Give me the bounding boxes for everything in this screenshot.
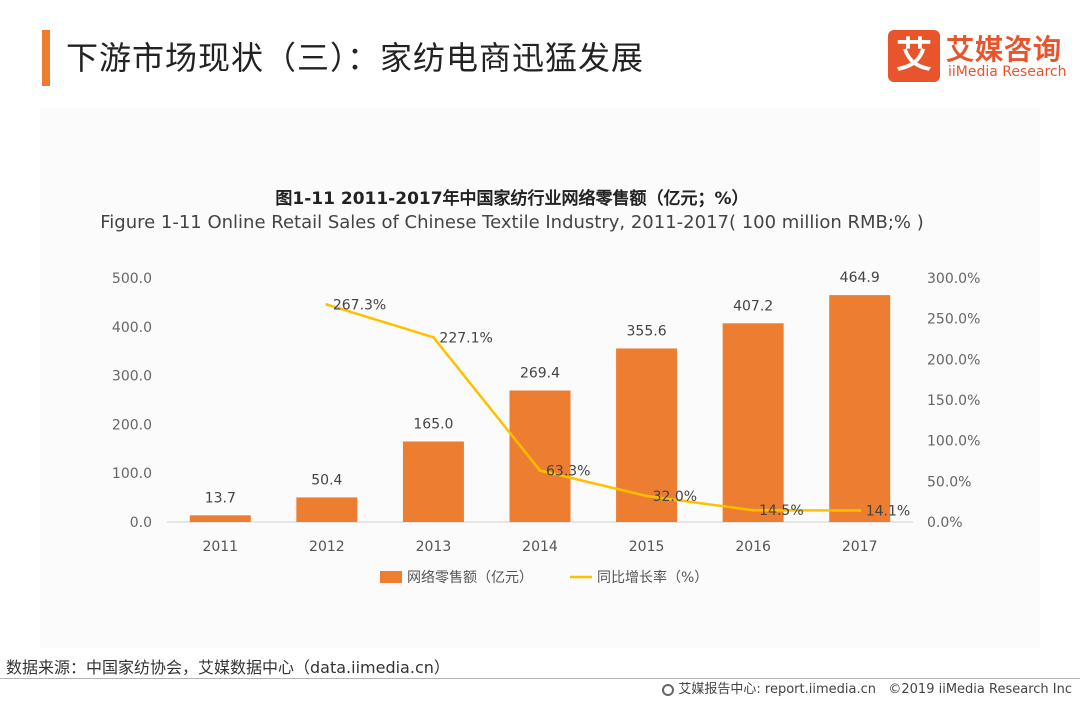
growth-value-label: 227.1% bbox=[439, 330, 492, 346]
title-accent-bar bbox=[42, 30, 50, 86]
x-tick-label: 2015 bbox=[629, 539, 665, 555]
y-right-tick-label: 150.0% bbox=[927, 393, 980, 409]
growth-point bbox=[325, 303, 329, 307]
growth-point bbox=[751, 508, 755, 512]
y-right-tick-label: 0.0% bbox=[927, 515, 963, 531]
y-left-tick-label: 100.0 bbox=[112, 466, 152, 482]
x-tick-label: 2011 bbox=[202, 539, 238, 555]
x-tick-label: 2013 bbox=[416, 539, 452, 555]
growth-point bbox=[858, 509, 862, 513]
logo-subtitle: iiMedia Research bbox=[948, 64, 1067, 80]
y-left-tick-label: 500.0 bbox=[112, 271, 152, 287]
bar bbox=[189, 515, 251, 522]
x-tick-label: 2012 bbox=[309, 539, 345, 555]
data-source: 数据来源：中国家纺协会，艾媒数据中心（data.iimedia.cn） bbox=[6, 658, 450, 677]
growth-value-label: 14.5% bbox=[759, 503, 803, 519]
y-right-tick-label: 200.0% bbox=[927, 352, 980, 368]
bar-value-label: 50.4 bbox=[311, 472, 342, 488]
footer-divider bbox=[0, 678, 1080, 679]
bar bbox=[402, 441, 464, 522]
bar-value-label: 464.9 bbox=[840, 270, 880, 286]
growth-value-label: 32.0% bbox=[653, 489, 697, 505]
footer: 艾媒报告中心: report.iimedia.cn ©2019 iiMedia … bbox=[662, 680, 1072, 700]
chart-panel: 图1-11 2011-2017年中国家纺行业网络零售额（亿元；%） Figure… bbox=[40, 108, 1040, 648]
brand-logo: 艾 艾媒咨询 iiMedia Research bbox=[888, 28, 1068, 86]
legend-line-label: 同比增长率（%） bbox=[597, 569, 708, 586]
bar-value-label: 407.2 bbox=[733, 298, 773, 314]
x-tick-label: 2016 bbox=[735, 539, 771, 555]
growth-value-label: 63.3% bbox=[546, 464, 590, 480]
chart: 图1-11 2011-2017年中国家纺行业网络零售额（亿元；%） Figure… bbox=[100, 188, 980, 586]
x-tick-label: 2017 bbox=[842, 539, 878, 555]
y-right-tick-label: 250.0% bbox=[927, 312, 980, 328]
bar-value-label: 269.4 bbox=[520, 366, 560, 382]
bar-value-label: 165.0 bbox=[413, 416, 453, 432]
legend-bar-swatch bbox=[380, 571, 402, 583]
y-right-tick-label: 100.0% bbox=[927, 434, 980, 450]
bar bbox=[509, 390, 571, 522]
globe-icon bbox=[662, 684, 675, 696]
logo-mark: 艾 bbox=[888, 30, 940, 82]
chart-subtitle: Figure 1-11 Online Retail Sales of Chine… bbox=[100, 212, 924, 233]
growth-point bbox=[645, 494, 649, 498]
bar-value-label: 13.7 bbox=[205, 490, 236, 506]
logo-name: 艾媒咨询 bbox=[946, 33, 1063, 66]
legend-bar-label: 网络零售额（亿元） bbox=[407, 570, 533, 586]
page-title: 下游市场现状（三）：家纺电商迅猛发展 bbox=[66, 39, 645, 77]
chart-title: 图1-11 2011-2017年中国家纺行业网络零售额（亿元；%） bbox=[275, 188, 748, 209]
growth-value-label: 14.1% bbox=[866, 504, 910, 520]
y-right-tick-label: 50.0% bbox=[927, 474, 971, 490]
y-left-tick-label: 400.0 bbox=[112, 320, 152, 336]
growth-point bbox=[431, 335, 435, 339]
y-left-tick-label: 200.0 bbox=[112, 417, 152, 433]
y-left-tick-label: 0.0 bbox=[130, 515, 152, 531]
bar bbox=[296, 497, 358, 522]
growth-value-label: 267.3% bbox=[333, 298, 386, 314]
footer-copyright: ©2019 iiMedia Research Inc bbox=[888, 682, 1072, 697]
x-tick-label: 2014 bbox=[522, 539, 558, 555]
bar bbox=[722, 323, 784, 522]
y-right-tick-label: 300.0% bbox=[927, 271, 980, 287]
bar bbox=[829, 295, 891, 522]
growth-point bbox=[538, 469, 542, 473]
growth-line bbox=[326, 303, 860, 512]
y-left-tick-label: 300.0 bbox=[112, 369, 152, 385]
bar bbox=[616, 348, 678, 522]
bar-value-label: 355.6 bbox=[627, 323, 667, 339]
footer-report-center: 艾媒报告中心: report.iimedia.cn bbox=[678, 682, 876, 697]
